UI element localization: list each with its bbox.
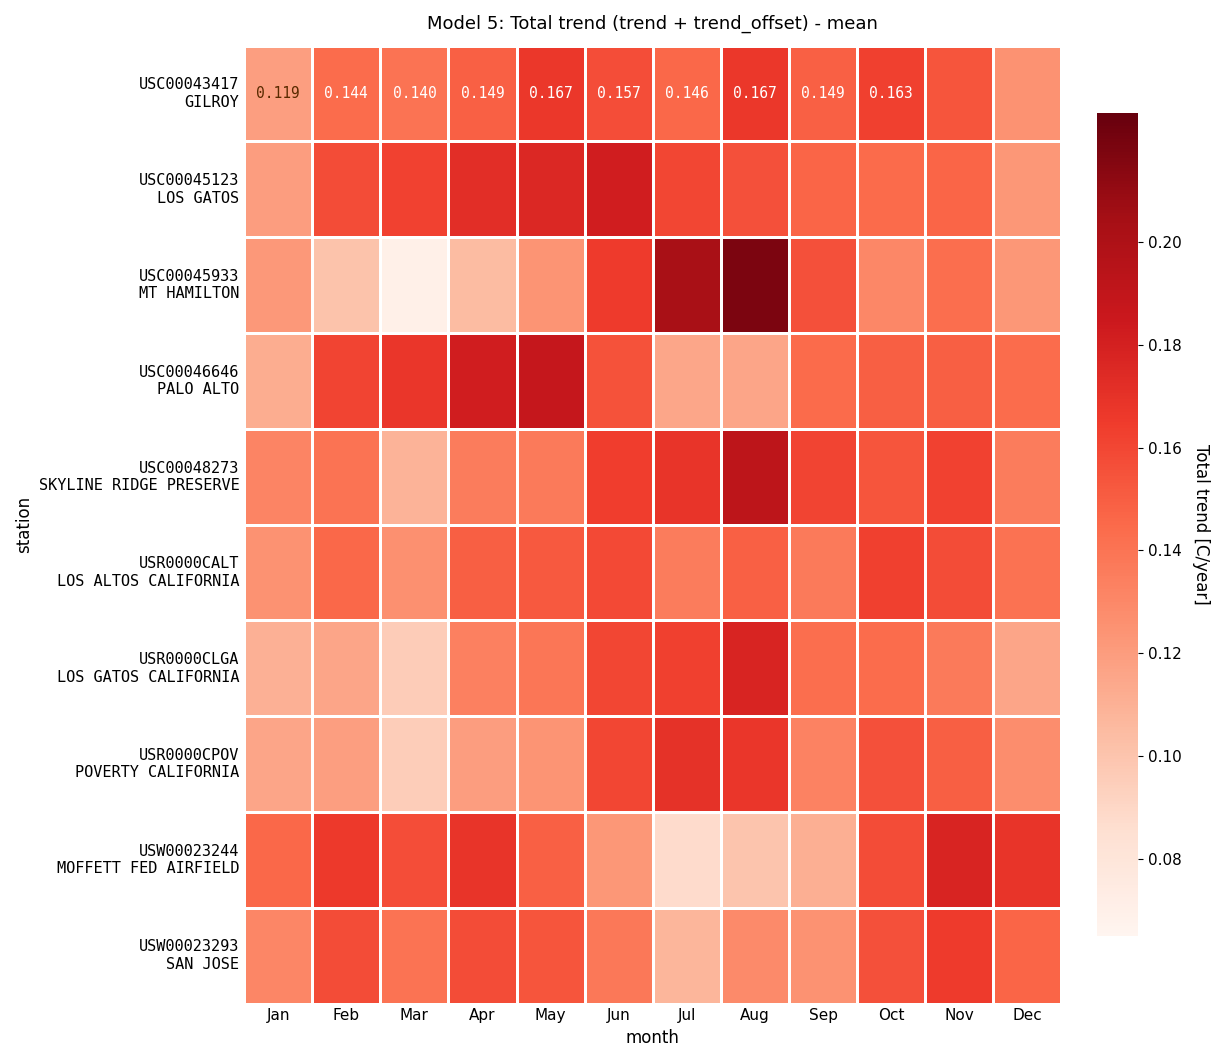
Text: 0.149: 0.149 xyxy=(461,86,505,101)
Y-axis label: Total trend [C/year]: Total trend [C/year] xyxy=(1191,444,1210,605)
Text: 0.144: 0.144 xyxy=(325,86,368,101)
Y-axis label: station: station xyxy=(15,496,33,553)
Text: 0.146: 0.146 xyxy=(665,86,709,101)
Title: Model 5: Total trend (trend + trend_offset) - mean: Model 5: Total trend (trend + trend_offs… xyxy=(428,15,879,33)
X-axis label: month: month xyxy=(626,1029,679,1047)
Text: 0.140: 0.140 xyxy=(392,86,436,101)
Text: 0.149: 0.149 xyxy=(802,86,844,101)
Text: 0.167: 0.167 xyxy=(529,86,572,101)
Text: 0.119: 0.119 xyxy=(257,86,301,101)
Text: 0.163: 0.163 xyxy=(869,86,913,101)
Text: 0.167: 0.167 xyxy=(733,86,777,101)
Text: 0.157: 0.157 xyxy=(596,86,640,101)
